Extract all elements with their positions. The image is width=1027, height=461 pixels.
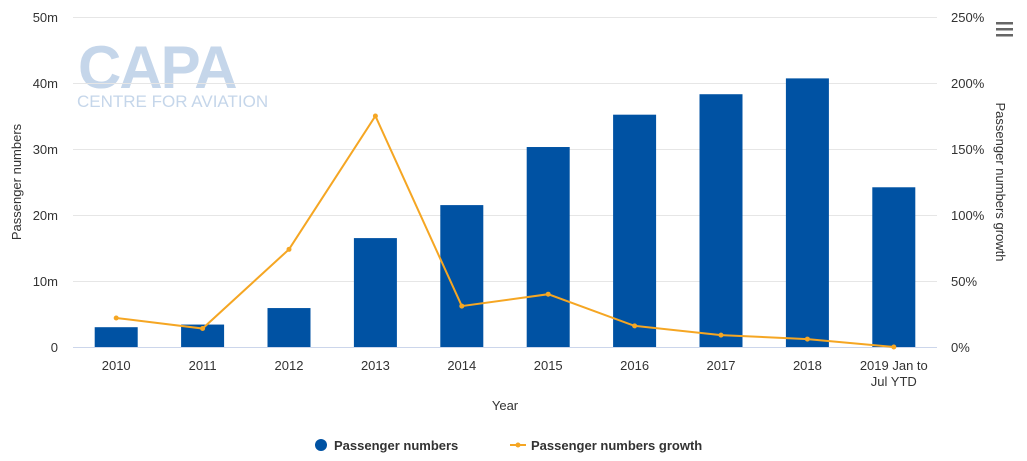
legend: Passenger numbers Passenger numbers grow… [315, 438, 702, 453]
legend-bar-swatch [315, 439, 327, 451]
gridlines [73, 17, 937, 348]
bar [267, 308, 311, 347]
bar [785, 78, 829, 347]
legend-item-passenger-numbers-growth[interactable]: Passenger numbers growth [510, 438, 702, 453]
capa-watermark: CAPA CENTRE FOR AVIATION [77, 34, 268, 111]
growth-point [113, 315, 119, 321]
bar [699, 94, 743, 347]
bar [353, 238, 397, 347]
legend-item-passenger-numbers[interactable]: Passenger numbers [315, 438, 458, 453]
legend-label-passenger-numbers: Passenger numbers [334, 438, 458, 453]
legend-line-marker [515, 442, 521, 448]
x-tick-label: 2013 [361, 358, 390, 373]
growth-point [372, 113, 378, 119]
legend-label-passenger-numbers-growth: Passenger numbers growth [531, 438, 702, 453]
x-tick-label: 2016 [620, 358, 649, 373]
hamburger-menu-icon[interactable] [996, 22, 1013, 37]
growth-point [459, 303, 465, 309]
y-axis-title: Passenger numbers [9, 123, 24, 240]
x-axis-ticks: 2010 2011 2012 2013 2014 2015 2016 2017 2018 2019… [102, 358, 928, 389]
y-tick-label: 0 [51, 340, 58, 355]
y2-tick-label: 0% [951, 340, 970, 355]
x-tick-label: 2011 [189, 358, 217, 373]
bar [526, 147, 570, 347]
growth-line [116, 113, 894, 348]
x-tick-label: 2015 [534, 358, 563, 373]
x-tick-label: 2014 [447, 358, 476, 373]
bar [94, 327, 138, 347]
growth-point [545, 291, 551, 297]
x-axis-title: Year [492, 398, 519, 413]
y2-tick-label: 250% [951, 10, 985, 25]
x-tick-label: 2012 [275, 358, 304, 373]
watermark-logo: CAPA [78, 34, 236, 101]
growth-point [804, 336, 810, 342]
y2-tick-label: 100% [951, 208, 985, 223]
y-tick-label: 50m [33, 10, 58, 25]
x-tick-label: 2017 [707, 358, 736, 373]
y-tick-label: 40m [33, 76, 58, 91]
watermark-tagline: CENTRE FOR AVIATION [77, 92, 268, 111]
growth-point [200, 326, 206, 332]
line-series [113, 113, 897, 350]
x-tick-label: 2018 [793, 358, 822, 373]
x-tick-label: 2019 Jan to Jul YTD [860, 358, 928, 389]
bar-series [94, 78, 916, 348]
bar [613, 114, 657, 348]
y-tick-label: 10m [33, 274, 58, 289]
y2-tick-label: 50% [951, 274, 977, 289]
growth-point [286, 246, 292, 252]
y2-axis-ticks: 0% 50% 100% 150% 200% 250% [951, 10, 985, 355]
y2-tick-label: 150% [951, 142, 985, 157]
y-tick-label: 30m [33, 142, 58, 157]
y-tick-label: 20m [33, 208, 58, 223]
bar [872, 187, 916, 347]
bar [181, 324, 225, 347]
x-tick-label: 2010 [102, 358, 131, 373]
y2-tick-label: 200% [951, 76, 985, 91]
growth-point [891, 344, 897, 350]
y-axis-ticks: 0 10m 20m 30m 40m 50m [33, 10, 58, 355]
growth-point [632, 323, 638, 329]
growth-point [718, 332, 724, 338]
bar [440, 205, 484, 347]
y2-axis-title: Passenger numbers growth [993, 103, 1008, 262]
